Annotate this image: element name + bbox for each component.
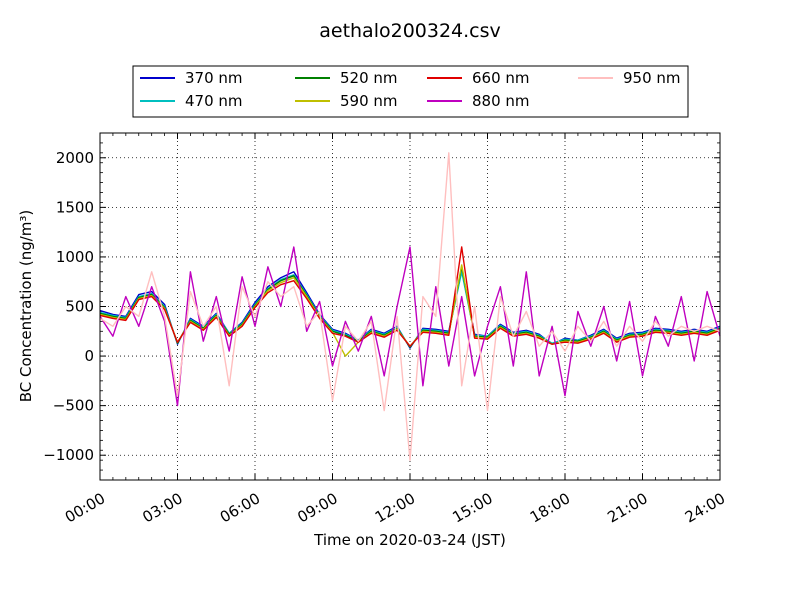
- plot-frame: [99, 132, 721, 481]
- legend-label: 950 nm: [623, 69, 681, 87]
- chart-title: aethalo200324.csv: [319, 20, 501, 42]
- y-axis-label: BC Concentration (ng/m³): [17, 210, 35, 403]
- grid: [100, 133, 720, 480]
- legend-label: 660 nm: [472, 69, 530, 87]
- series-lines: [99, 152, 721, 461]
- series-line-950-nm: [99, 152, 721, 461]
- y-tick-label: −500: [53, 397, 94, 415]
- legend-label: 470 nm: [185, 92, 243, 110]
- series-line-660-nm: [99, 246, 721, 347]
- y-tick-label: 1000: [56, 248, 94, 266]
- legend: 370 nm 470 nm 520 nm 590 nm 660 nm 880 nm 950 …: [132, 65, 689, 118]
- legend-label: 880 nm: [472, 92, 530, 110]
- y-tick-label: 1500: [56, 198, 94, 216]
- x-axis-label: Time on 2020-03-24 (JST): [313, 531, 506, 549]
- legend-label: 520 nm: [340, 69, 398, 87]
- y-tick-label: 500: [65, 298, 94, 316]
- legend-label: 370 nm: [185, 69, 243, 87]
- series-line-880-nm: [99, 246, 721, 407]
- legend-label: 590 nm: [340, 92, 398, 110]
- legend-box: [132, 65, 689, 118]
- y-tick-label: 0: [84, 347, 94, 365]
- y-tick-label: 2000: [56, 149, 94, 167]
- y-tick-label: −1000: [43, 446, 94, 464]
- series-line-520-nm: [99, 266, 721, 348]
